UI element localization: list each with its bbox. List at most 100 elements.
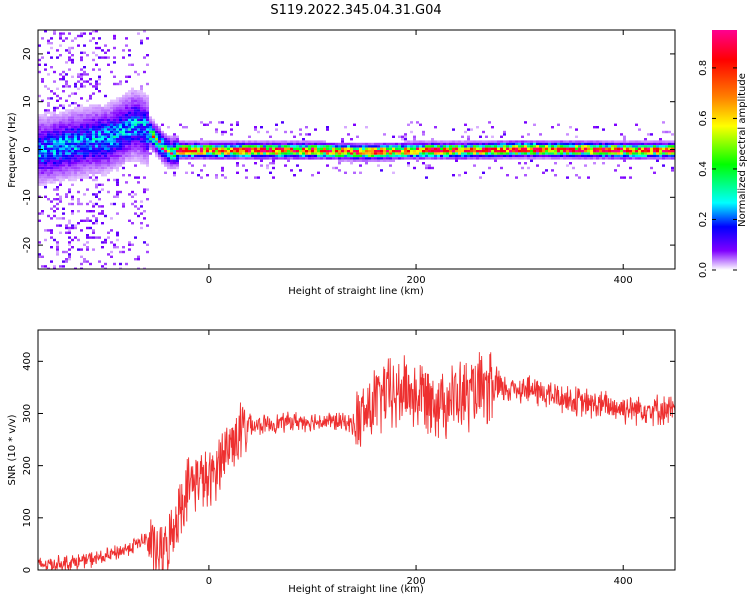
heatmap-cell bbox=[353, 150, 356, 153]
heatmap-cell bbox=[89, 210, 92, 213]
heatmap-cell bbox=[653, 157, 656, 160]
heatmap-cell bbox=[536, 157, 539, 160]
heatmap-cell bbox=[503, 130, 506, 134]
heatmap-cell bbox=[356, 157, 359, 160]
heatmap-cell bbox=[626, 157, 629, 160]
heatmap-cell bbox=[74, 92, 77, 95]
heatmap-cell bbox=[302, 157, 305, 160]
heatmap-cell bbox=[335, 142, 338, 146]
heatmap-cell bbox=[173, 142, 176, 146]
heatmap-cell bbox=[92, 150, 95, 153]
heatmap-cell bbox=[206, 140, 209, 143]
heatmap-cell bbox=[623, 150, 626, 153]
heatmap-cell bbox=[521, 166, 524, 170]
heatmap-cell bbox=[122, 133, 125, 136]
heatmap-cell bbox=[50, 150, 53, 153]
heatmap-cell bbox=[374, 147, 377, 150]
heatmap-cell bbox=[191, 145, 194, 148]
heatmap-cell bbox=[449, 145, 452, 148]
heatmap-cell bbox=[116, 212, 119, 215]
heatmap-cell bbox=[566, 150, 569, 153]
heatmap-cell bbox=[152, 140, 155, 143]
heatmap-cell bbox=[209, 142, 212, 146]
heatmap-cell bbox=[128, 49, 131, 52]
heatmap-cell bbox=[185, 142, 188, 146]
heatmap-cell bbox=[371, 152, 374, 155]
heatmap-cell bbox=[65, 85, 68, 88]
heatmap-cell bbox=[107, 169, 110, 172]
heatmap-cell bbox=[71, 238, 74, 242]
heatmap-cell bbox=[83, 140, 86, 143]
heatmap-cell bbox=[122, 162, 125, 165]
heatmap-cell bbox=[53, 116, 56, 119]
heatmap-cell bbox=[641, 147, 644, 150]
heatmap-cell bbox=[68, 128, 71, 131]
heatmap-cell bbox=[50, 128, 53, 131]
heatmap-cell bbox=[437, 147, 440, 150]
heatmap-cell bbox=[119, 140, 122, 143]
heatmap-cell bbox=[98, 56, 101, 59]
heatmap-cell bbox=[137, 145, 140, 148]
heatmap-cell bbox=[383, 150, 386, 153]
heatmap-cell bbox=[92, 248, 95, 251]
heatmap-cell bbox=[158, 157, 161, 160]
heatmap-cell bbox=[374, 154, 377, 158]
heatmap-cell bbox=[89, 166, 92, 170]
heatmap-cell bbox=[41, 99, 44, 102]
heatmap-cell bbox=[632, 140, 635, 143]
heatmap-cell bbox=[386, 159, 389, 162]
heatmap-cell bbox=[173, 145, 176, 148]
heatmap-cell bbox=[80, 164, 83, 167]
heatmap-cell bbox=[395, 142, 398, 146]
heatmap-cell bbox=[86, 147, 89, 150]
heatmap-cell bbox=[491, 126, 494, 129]
heatmap-cell bbox=[284, 147, 287, 150]
heatmap-cell bbox=[83, 162, 86, 165]
heatmap-cell bbox=[131, 90, 134, 93]
heatmap-cell bbox=[245, 169, 248, 172]
heatmap-cell bbox=[515, 145, 518, 148]
heatmap-cell bbox=[80, 135, 83, 138]
heatmap-cell bbox=[101, 150, 104, 153]
heatmap-cell bbox=[128, 241, 131, 244]
heatmap-cell bbox=[137, 130, 140, 134]
heatmap-cell bbox=[218, 150, 221, 153]
heatmap-cell bbox=[59, 123, 62, 126]
heatmap-cell bbox=[83, 219, 86, 222]
heatmap-cell bbox=[104, 145, 107, 148]
heatmap-cell bbox=[584, 157, 587, 160]
heatmap-cell bbox=[62, 126, 65, 129]
heatmap-cell bbox=[671, 157, 674, 160]
heatmap-cell bbox=[89, 162, 92, 165]
heatmap-cell bbox=[92, 162, 95, 165]
heatmap-cell bbox=[140, 150, 143, 153]
heatmap-cell bbox=[452, 174, 455, 177]
heatmap-cell bbox=[38, 130, 41, 134]
heatmap-cell bbox=[581, 145, 584, 148]
heatmap-cell bbox=[101, 116, 104, 119]
heatmap-cell bbox=[44, 147, 47, 150]
heatmap-cell bbox=[146, 152, 149, 155]
heatmap-cell bbox=[137, 116, 140, 119]
heatmap-cell bbox=[83, 135, 86, 138]
heatmap-cell bbox=[485, 140, 488, 143]
heatmap-cell bbox=[506, 142, 509, 146]
heatmap-cell bbox=[125, 80, 128, 83]
heatmap-cell bbox=[140, 90, 143, 93]
heatmap-cell bbox=[635, 154, 638, 158]
heatmap-cell bbox=[365, 154, 368, 158]
heatmap-cell bbox=[83, 171, 86, 174]
heatmap-cell bbox=[131, 150, 134, 153]
heatmap-cell bbox=[338, 142, 341, 146]
heatmap-cell bbox=[80, 123, 83, 126]
heatmap-cell bbox=[131, 104, 134, 107]
heatmap-cell bbox=[116, 154, 119, 158]
heatmap-cell bbox=[38, 181, 41, 184]
heatmap-cell bbox=[431, 142, 434, 146]
heatmap-cell bbox=[479, 145, 482, 148]
heatmap-cell bbox=[656, 159, 659, 162]
heatmap-cell bbox=[206, 154, 209, 158]
heatmap-cell bbox=[650, 145, 653, 148]
heatmap-cell bbox=[110, 123, 113, 126]
heatmap-cell bbox=[41, 80, 44, 83]
